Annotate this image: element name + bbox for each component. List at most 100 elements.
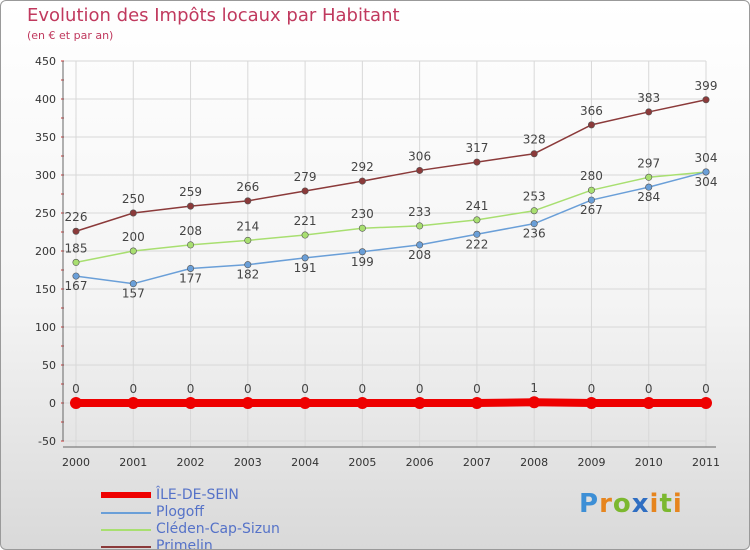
legend-swatch-ile-de-sein — [101, 492, 151, 498]
data-label: 0 — [301, 382, 309, 396]
legend-swatch-primelin — [101, 546, 151, 548]
logo-letter: i — [672, 489, 683, 519]
data-label: 306 — [408, 149, 431, 163]
data-point — [416, 166, 424, 174]
data-label: 208 — [408, 248, 431, 262]
data-label: 0 — [702, 382, 710, 396]
x-tick-label: 2001 — [119, 456, 147, 469]
data-point — [129, 280, 137, 288]
data-point — [244, 236, 252, 244]
data-point — [187, 202, 195, 210]
y-tick-label: 200 — [35, 245, 56, 258]
data-point — [244, 197, 252, 205]
chart-title: Evolution des Impôts locaux par Habitant — [27, 5, 400, 26]
data-label: 185 — [65, 241, 88, 255]
data-label: 0 — [588, 382, 596, 396]
legend-label: ÎLE-DE-SEIN — [156, 487, 239, 503]
data-point — [473, 216, 481, 224]
logo-letter: r — [599, 489, 613, 519]
legend-label: Plogoff — [156, 504, 204, 520]
y-tick-label: 250 — [35, 207, 56, 220]
y-tick-label: 450 — [35, 55, 56, 68]
data-point — [299, 397, 312, 409]
data-point — [127, 397, 140, 409]
data-label: 0 — [359, 382, 367, 396]
data-label: 199 — [351, 255, 374, 269]
x-tick-label: 2005 — [348, 456, 376, 469]
data-label: 241 — [465, 199, 488, 213]
data-point — [241, 397, 254, 409]
data-label: 253 — [523, 190, 546, 204]
data-label: 200 — [122, 230, 145, 244]
data-label: 222 — [465, 237, 488, 251]
logo-letter: i — [649, 489, 660, 519]
data-label: 214 — [236, 219, 259, 233]
data-label: 304 — [695, 151, 718, 165]
data-point — [587, 186, 595, 194]
data-point — [645, 108, 653, 116]
y-tick-label: -50 — [38, 435, 56, 448]
data-label: 328 — [523, 133, 546, 147]
data-label: 233 — [408, 205, 431, 219]
data-label: 1 — [530, 381, 538, 395]
data-point — [72, 272, 80, 280]
data-point — [301, 231, 309, 239]
data-point — [587, 196, 595, 204]
data-point — [129, 209, 137, 217]
x-tick-label: 2011 — [692, 456, 720, 469]
data-label: 208 — [179, 224, 202, 238]
x-tick-label: 2003 — [234, 456, 262, 469]
chart-subtitle: (en € et par an) — [27, 29, 114, 42]
x-tick-label: 2000 — [62, 456, 90, 469]
data-label: 182 — [236, 268, 259, 282]
data-point — [187, 241, 195, 249]
y-tick-label: 150 — [35, 283, 56, 296]
x-tick-label: 2008 — [520, 456, 548, 469]
data-point — [358, 248, 366, 256]
logo-letter: o — [612, 489, 632, 519]
legend-swatch-cleden-cap-sizun — [101, 529, 151, 531]
data-label: 366 — [580, 104, 603, 118]
data-label: 177 — [179, 271, 202, 285]
data-label: 304 — [695, 175, 718, 189]
series-line — [76, 398, 706, 407]
data-point — [585, 397, 598, 409]
data-point — [301, 254, 309, 262]
series-line — [75, 171, 707, 264]
data-label: 317 — [465, 141, 488, 155]
data-point — [72, 227, 80, 235]
data-label: 0 — [187, 382, 195, 396]
data-label: 297 — [637, 156, 660, 170]
data-label: 280 — [580, 169, 603, 183]
data-label: 0 — [645, 382, 653, 396]
data-point — [187, 264, 195, 272]
data-label: 279 — [294, 170, 317, 184]
data-label: 399 — [695, 79, 718, 93]
x-tick-label: 2006 — [406, 456, 434, 469]
data-label: 250 — [122, 192, 145, 206]
y-tick-label: 350 — [35, 131, 56, 144]
data-point — [645, 183, 653, 191]
logo-letter: t — [659, 489, 673, 519]
data-point — [530, 207, 538, 215]
x-tick-label: 2002 — [177, 456, 205, 469]
data-label: 266 — [236, 180, 259, 194]
y-tick-label: 100 — [35, 321, 56, 334]
series-line — [75, 171, 707, 285]
data-point — [587, 121, 595, 129]
x-tick-label: 2010 — [635, 456, 663, 469]
legend-item-primelin: Primelin — [101, 538, 361, 549]
data-point — [473, 230, 481, 238]
data-label: 0 — [72, 382, 80, 396]
data-label: 191 — [294, 261, 317, 275]
data-point — [244, 261, 252, 269]
legend-item-plogoff: Plogoff — [101, 504, 361, 521]
data-point — [700, 397, 712, 409]
y-tick-label: 0 — [49, 397, 56, 410]
legend-swatch-plogoff — [101, 512, 151, 514]
data-label: 292 — [351, 160, 374, 174]
data-label: 236 — [523, 227, 546, 241]
data-point — [642, 397, 655, 409]
data-point — [530, 220, 538, 228]
y-tick-label: 300 — [35, 169, 56, 182]
